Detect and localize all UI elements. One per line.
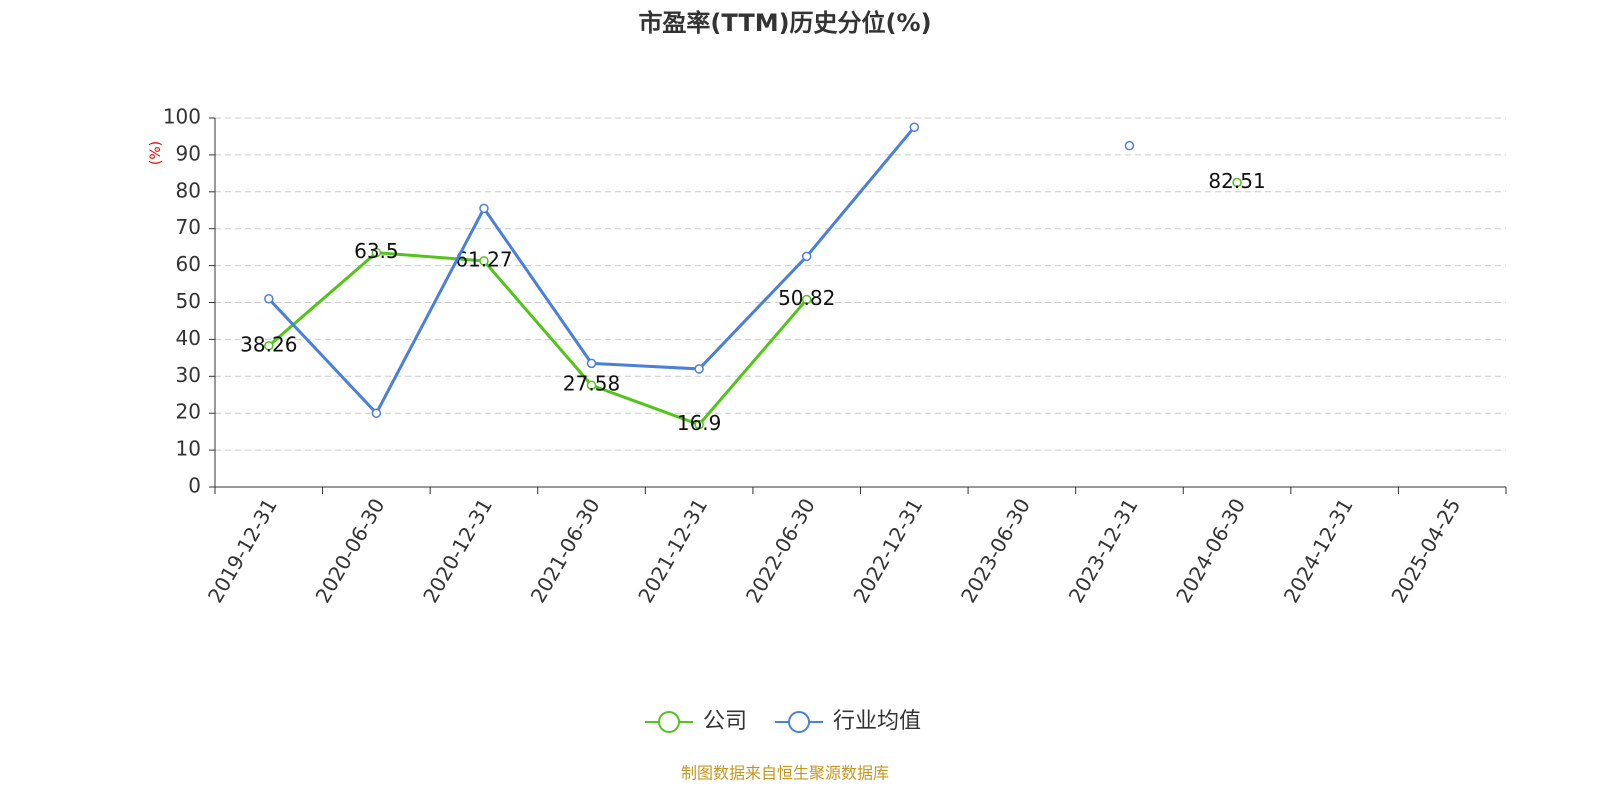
data-point xyxy=(479,203,489,214)
legend-marker xyxy=(788,711,811,733)
y-tick-label: 100 xyxy=(163,105,201,129)
legend-marker xyxy=(658,711,680,733)
data-point xyxy=(586,358,597,369)
data-label: 27.58 xyxy=(563,372,620,396)
y-tick-label: 0 xyxy=(188,474,201,498)
data-point xyxy=(264,341,274,351)
series-line xyxy=(269,183,1237,425)
y-axis-label: (%) xyxy=(148,141,164,165)
x-tick-label: 2019-12-31 xyxy=(203,494,282,607)
data-point xyxy=(909,122,920,132)
x-tick-label: 2020-06-30 xyxy=(311,494,390,607)
data-label: 16.9 xyxy=(677,411,722,435)
data-label: 61.27 xyxy=(455,247,512,271)
data-point xyxy=(586,380,597,390)
y-tick-label: 70 xyxy=(176,215,201,239)
data-label: 63.5 xyxy=(354,239,399,263)
data-label: 38.26 xyxy=(240,332,297,356)
x-tick-label: 2022-06-30 xyxy=(741,494,820,607)
data-point xyxy=(371,247,382,258)
y-tick-label: 60 xyxy=(176,252,201,276)
x-tick-label: 2022-12-31 xyxy=(848,494,927,607)
source-note: 制图数据来自恒生聚源数据库 xyxy=(681,764,889,783)
x-tick-label: 2023-12-31 xyxy=(1064,494,1143,607)
data-point xyxy=(1124,140,1135,151)
x-tick-label: 2020-12-31 xyxy=(418,494,497,607)
data-point xyxy=(264,294,274,304)
y-tick-label: 10 xyxy=(176,437,201,461)
data-label: 50.82 xyxy=(778,286,835,310)
y-tick-label: 90 xyxy=(176,141,201,165)
data-point xyxy=(801,294,812,305)
x-tick-label: 2025-04-25 xyxy=(1386,494,1465,607)
data-point xyxy=(694,419,704,430)
x-tick-label: 2023-06-30 xyxy=(956,494,1035,607)
y-tick-label: 20 xyxy=(176,400,201,424)
data-point xyxy=(801,251,812,262)
data-point xyxy=(1232,177,1242,188)
data-point xyxy=(371,408,382,418)
data-label: 82.51 xyxy=(1208,169,1265,193)
y-tick-label: 80 xyxy=(176,178,201,202)
legend-label: 公司 xyxy=(703,709,747,734)
x-tick-label: 2021-12-31 xyxy=(633,494,712,607)
data-point xyxy=(479,256,489,266)
y-tick-label: 30 xyxy=(176,363,201,387)
x-tick-label: 2021-06-30 xyxy=(526,494,605,607)
chart-title: 市盈率(TTM)历史分位(%) xyxy=(638,9,931,37)
y-tick-label: 40 xyxy=(176,326,201,350)
x-tick-label: 2024-12-31 xyxy=(1279,494,1358,607)
x-tick-label: 2024-06-30 xyxy=(1171,494,1250,607)
y-tick-label: 50 xyxy=(176,289,201,313)
data-point xyxy=(694,364,704,374)
legend-label: 行业均值 xyxy=(833,709,921,734)
